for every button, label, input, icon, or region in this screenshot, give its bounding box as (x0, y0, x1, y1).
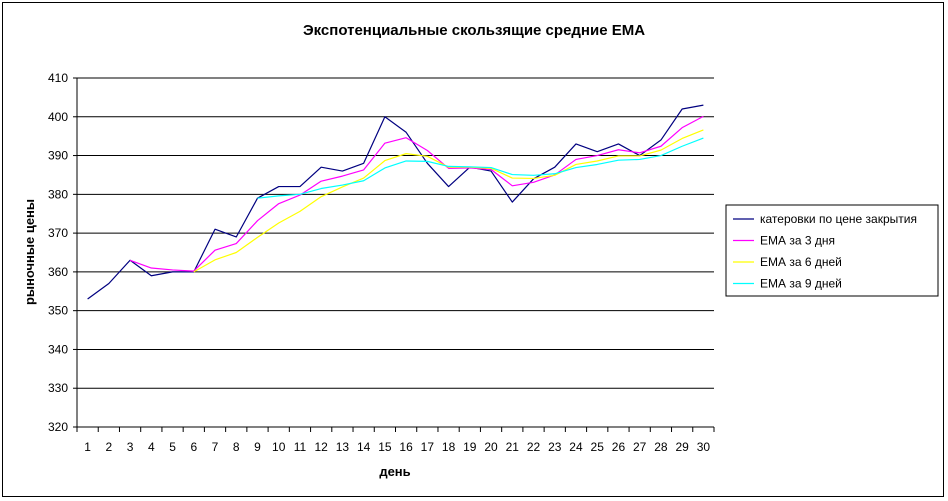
x-tick-label: 25 (591, 440, 605, 454)
y-tick-label: 370 (48, 226, 68, 240)
x-tick-label: 26 (612, 440, 626, 454)
x-tick-label: 3 (127, 440, 134, 454)
x-tick-label: 10 (272, 440, 286, 454)
legend: катеровки по цене закрытия ЕМА за 3 дня ЕМ… (725, 204, 939, 297)
x-tick-label: 8 (233, 440, 240, 454)
y-axis-title: рыночные цены (22, 199, 37, 305)
x-tick-label: 18 (442, 440, 456, 454)
x-tick-label: 1 (84, 440, 91, 454)
x-tick-label: 24 (569, 440, 583, 454)
x-tick-label: 28 (654, 440, 668, 454)
y-tick-label: 400 (48, 110, 68, 124)
x-tick-label: 4 (148, 440, 155, 454)
legend-box (725, 204, 939, 297)
series-line-2 (129, 115, 704, 272)
legend-label: ЕМА за 6 дней (760, 255, 842, 269)
x-tick-label: 13 (336, 440, 350, 454)
gridlines (77, 77, 714, 389)
x-tick-label: 9 (254, 440, 261, 454)
x-tick-label: 23 (548, 440, 562, 454)
x-tick-label: 27 (633, 440, 647, 454)
x-tick-label: 30 (697, 440, 711, 454)
y-tick-label: 350 (48, 304, 68, 318)
series-line-3 (193, 129, 704, 273)
series-line-4 (257, 137, 704, 199)
x-tick-label: 14 (357, 440, 371, 454)
x-tick-label: 19 (463, 440, 477, 454)
x-tick-label: 21 (506, 440, 520, 454)
x-tick-label: 29 (675, 440, 689, 454)
x-tick-label: 20 (484, 440, 498, 454)
y-tick-label: 340 (48, 342, 68, 356)
legend-label: ЕМА за 9 дней (760, 277, 842, 291)
x-tick-label: 2 (106, 440, 113, 454)
y-tick-label: 390 (48, 149, 68, 163)
x-tick-label: 6 (190, 440, 197, 454)
x-tick-label: 7 (212, 440, 219, 454)
axes (73, 77, 715, 432)
x-tick-label: 15 (378, 440, 392, 454)
x-tick-label: 5 (169, 440, 176, 454)
x-tick-label: 22 (527, 440, 541, 454)
y-tick-label: 380 (48, 187, 68, 201)
legend-label: ЕМА за 3 дня (760, 234, 835, 248)
legend-label: катеровки по цене закрытия (760, 212, 917, 226)
chart-title: Экспотенциальные скользящие средние ЕМА (303, 22, 645, 39)
series-line-1 (87, 104, 704, 300)
x-axis-title: день (379, 464, 410, 479)
y-tick-label: 360 (48, 265, 68, 279)
y-tick-label: 410 (48, 71, 68, 85)
y-tick-label: 320 (48, 420, 68, 434)
x-tick-label: 17 (421, 440, 435, 454)
y-tick-label: 330 (48, 381, 68, 395)
x-tick-label: 16 (399, 440, 413, 454)
series-lines (87, 104, 704, 300)
x-tick-label: 12 (315, 440, 329, 454)
x-tick-label: 11 (294, 440, 307, 454)
